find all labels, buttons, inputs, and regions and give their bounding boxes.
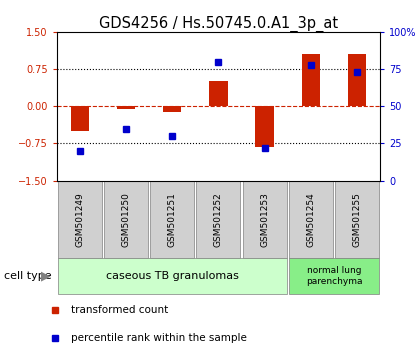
Bar xyxy=(348,54,366,106)
Text: GSM501253: GSM501253 xyxy=(260,192,269,247)
Bar xyxy=(150,181,194,258)
Text: cell type: cell type xyxy=(4,271,52,281)
Text: GSM501251: GSM501251 xyxy=(168,192,177,247)
Bar xyxy=(255,106,274,147)
Bar xyxy=(104,181,148,258)
Bar xyxy=(289,258,379,294)
Bar xyxy=(335,181,379,258)
Title: GDS4256 / Hs.50745.0.A1_3p_at: GDS4256 / Hs.50745.0.A1_3p_at xyxy=(99,16,338,32)
Bar xyxy=(71,106,89,131)
Text: caseous TB granulomas: caseous TB granulomas xyxy=(106,271,239,281)
Bar xyxy=(163,106,181,112)
Bar xyxy=(117,106,135,109)
Text: GSM501254: GSM501254 xyxy=(306,192,315,247)
Text: percentile rank within the sample: percentile rank within the sample xyxy=(71,333,247,343)
Bar xyxy=(289,181,333,258)
Bar xyxy=(58,258,287,294)
Text: ▶: ▶ xyxy=(41,270,50,282)
Bar xyxy=(58,181,102,258)
Text: GSM501252: GSM501252 xyxy=(214,192,223,247)
Text: GSM501249: GSM501249 xyxy=(75,192,84,247)
Text: GSM501255: GSM501255 xyxy=(352,192,362,247)
Bar xyxy=(209,81,228,106)
Bar xyxy=(196,181,241,258)
Text: normal lung
parenchyma: normal lung parenchyma xyxy=(306,267,362,286)
Text: GSM501250: GSM501250 xyxy=(121,192,131,247)
Bar xyxy=(242,181,287,258)
Bar xyxy=(302,54,320,106)
Text: transformed count: transformed count xyxy=(71,305,169,315)
